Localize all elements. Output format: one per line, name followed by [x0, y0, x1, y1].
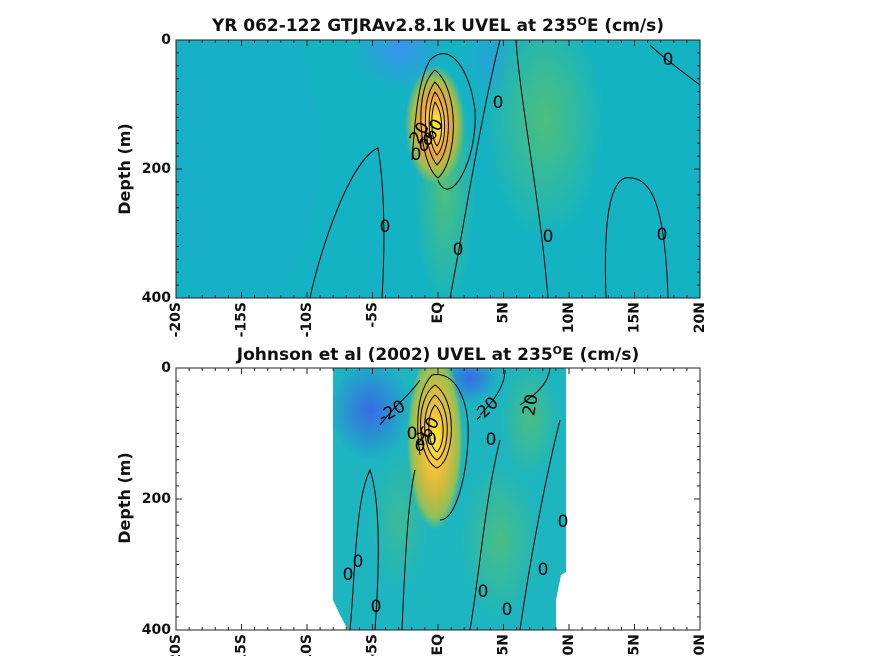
- contour-label: 0: [558, 512, 569, 532]
- x-tick-label: 20N: [692, 634, 708, 656]
- contour-label: 0: [343, 565, 354, 585]
- contour-label: 0: [415, 436, 426, 456]
- panel-2-contours: [349, 368, 561, 630]
- x-tick-label: -5S: [365, 302, 381, 328]
- contour-label: 0: [419, 136, 430, 156]
- x-tick-label: -15S: [234, 302, 250, 337]
- x-tick-label: -20S: [168, 634, 184, 656]
- contour-label: 0: [411, 145, 422, 165]
- panel-1-contours: [309, 40, 700, 298]
- contour-label: 0: [453, 240, 464, 260]
- x-tick-label: 15N: [627, 302, 643, 333]
- x-tick-label: 20N: [692, 302, 708, 333]
- x-tick-label: 10N: [561, 634, 577, 656]
- contour-label: 0: [486, 430, 497, 450]
- contour-label: 0: [538, 560, 549, 580]
- x-tick-label: 5N: [496, 634, 512, 655]
- contour-label: 20: [519, 393, 542, 418]
- contour-label: 0: [543, 227, 554, 247]
- y-tick-label: 200: [142, 491, 171, 507]
- contour-label: 20: [415, 430, 437, 450]
- panel-2-y-axis-label: Depth (m): [115, 452, 134, 544]
- contour-label: 0: [663, 50, 674, 70]
- contour-label: 0: [423, 130, 434, 150]
- x-tick-label: 10N: [561, 302, 577, 333]
- x-tick-label: 5N: [496, 302, 512, 323]
- contour-label: 0: [371, 597, 382, 617]
- x-tick-label: -5S: [365, 634, 381, 656]
- y-tick-label: 0: [161, 32, 171, 48]
- x-tick-label: -10S: [299, 302, 315, 337]
- panel-1-title: YR 062-122 GTJRAv2.8.1k UVEL at 235OE (c…: [211, 15, 664, 36]
- panel-2-field: [330, 368, 566, 630]
- panel-2-x-ticks: -20S -15S -10S -5S EQ 5N 10N 15N 20N: [168, 368, 708, 656]
- panel-1-x-ticks: -20S -15S -10S -5S EQ 5N 10N 15N 20N: [168, 40, 708, 337]
- x-tick-label: -15S: [234, 634, 250, 656]
- x-tick-label: EQ: [430, 302, 446, 324]
- contour-label: 0: [502, 600, 513, 620]
- contour-label: 0: [493, 93, 504, 113]
- panel-1-y-ticks: 0 200 400: [142, 32, 700, 306]
- y-tick-label: 400: [142, 622, 171, 638]
- x-tick-label: -20S: [168, 302, 184, 337]
- contour-label: 0: [380, 217, 391, 237]
- y-tick-label: 200: [142, 161, 171, 177]
- x-tick-label: 15N: [627, 634, 643, 656]
- contour-label: 0: [353, 552, 364, 572]
- y-tick-label: 400: [142, 290, 171, 306]
- x-tick-label: -10S: [299, 634, 315, 656]
- contour-label: 0: [478, 582, 489, 602]
- x-tick-label: EQ: [430, 634, 446, 656]
- y-tick-label: 0: [161, 360, 171, 376]
- panel-2-title: Johnson et al (2002) UVEL at 235OE (cm/s…: [236, 344, 639, 365]
- contour-label: 0: [407, 424, 418, 444]
- contour-label: 0: [657, 225, 668, 245]
- panel-1-y-axis-label: Depth (m): [115, 123, 134, 215]
- panel-1-field: [176, 40, 700, 298]
